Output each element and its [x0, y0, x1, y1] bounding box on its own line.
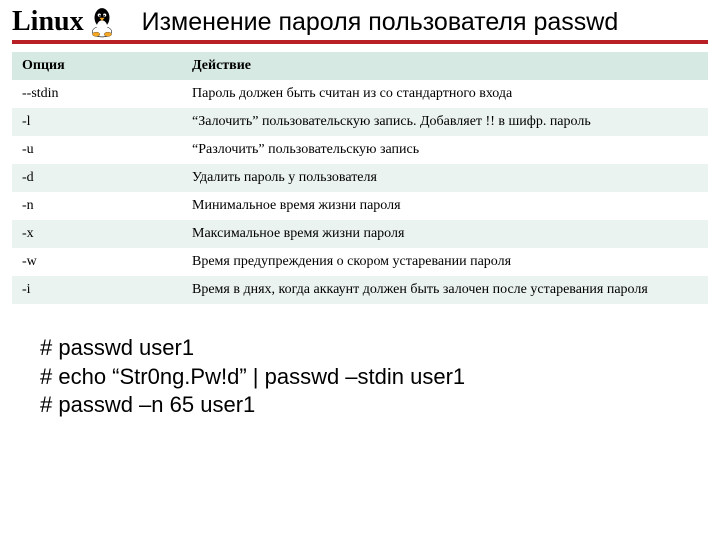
table-row: -wВремя предупреждения о скором устарева…	[12, 248, 708, 276]
command-examples: # passwd user1 # echo “Str0ng.Pw!d” | pa…	[40, 334, 680, 420]
page-title: Изменение пароля пользователя passwd	[134, 8, 708, 37]
col-option: Опция	[12, 52, 182, 80]
command-line: # passwd user1	[40, 334, 680, 363]
header: Linux Изменение пароля пользователя pass…	[0, 0, 720, 38]
red-divider	[12, 40, 708, 44]
cell-option: -w	[12, 248, 182, 276]
cell-option: -i	[12, 276, 182, 304]
table-body: --stdinПароль должен быть считан из со с…	[12, 80, 708, 304]
cell-option: --stdin	[12, 80, 182, 108]
cell-action: “Залочить” пользовательскую запись. Доба…	[182, 108, 708, 136]
command-line: # echo “Str0ng.Pw!d” | passwd –stdin use…	[40, 363, 680, 392]
cell-action: “Разлочить” пользовательскую запись	[182, 136, 708, 164]
cell-option: -x	[12, 220, 182, 248]
table-row: -l“Залочить” пользовательскую запись. До…	[12, 108, 708, 136]
cell-action: Удалить пароль у пользователя	[182, 164, 708, 192]
table-header-row: Опция Действие	[12, 52, 708, 80]
table-row: -iВремя в днях, когда аккаунт должен быт…	[12, 276, 708, 304]
cell-action: Максимальное время жизни пароля	[182, 220, 708, 248]
options-table: Опция Действие --stdinПароль должен быть…	[12, 52, 708, 304]
cell-option: -l	[12, 108, 182, 136]
cell-action: Время в днях, когда аккаунт должен быть …	[182, 276, 708, 304]
tux-icon	[88, 6, 116, 38]
table-row: -u“Разлочить” пользовательскую запись	[12, 136, 708, 164]
cell-action: Время предупреждения о скором устаревани…	[182, 248, 708, 276]
col-action: Действие	[182, 52, 708, 80]
table-row: -nМинимальное время жизни пароля	[12, 192, 708, 220]
table-row: -xМаксимальное время жизни пароля	[12, 220, 708, 248]
command-line: # passwd –n 65 user1	[40, 391, 680, 420]
table-row: --stdinПароль должен быть считан из со с…	[12, 80, 708, 108]
cell-option: -d	[12, 164, 182, 192]
cell-action: Пароль должен быть считан из со стандарт…	[182, 80, 708, 108]
cell-action: Минимальное время жизни пароля	[182, 192, 708, 220]
cell-option: -n	[12, 192, 182, 220]
cell-option: -u	[12, 136, 182, 164]
table-row: -dУдалить пароль у пользователя	[12, 164, 708, 192]
logo-text: Linux	[12, 6, 84, 38]
logo-block: Linux	[12, 6, 116, 38]
